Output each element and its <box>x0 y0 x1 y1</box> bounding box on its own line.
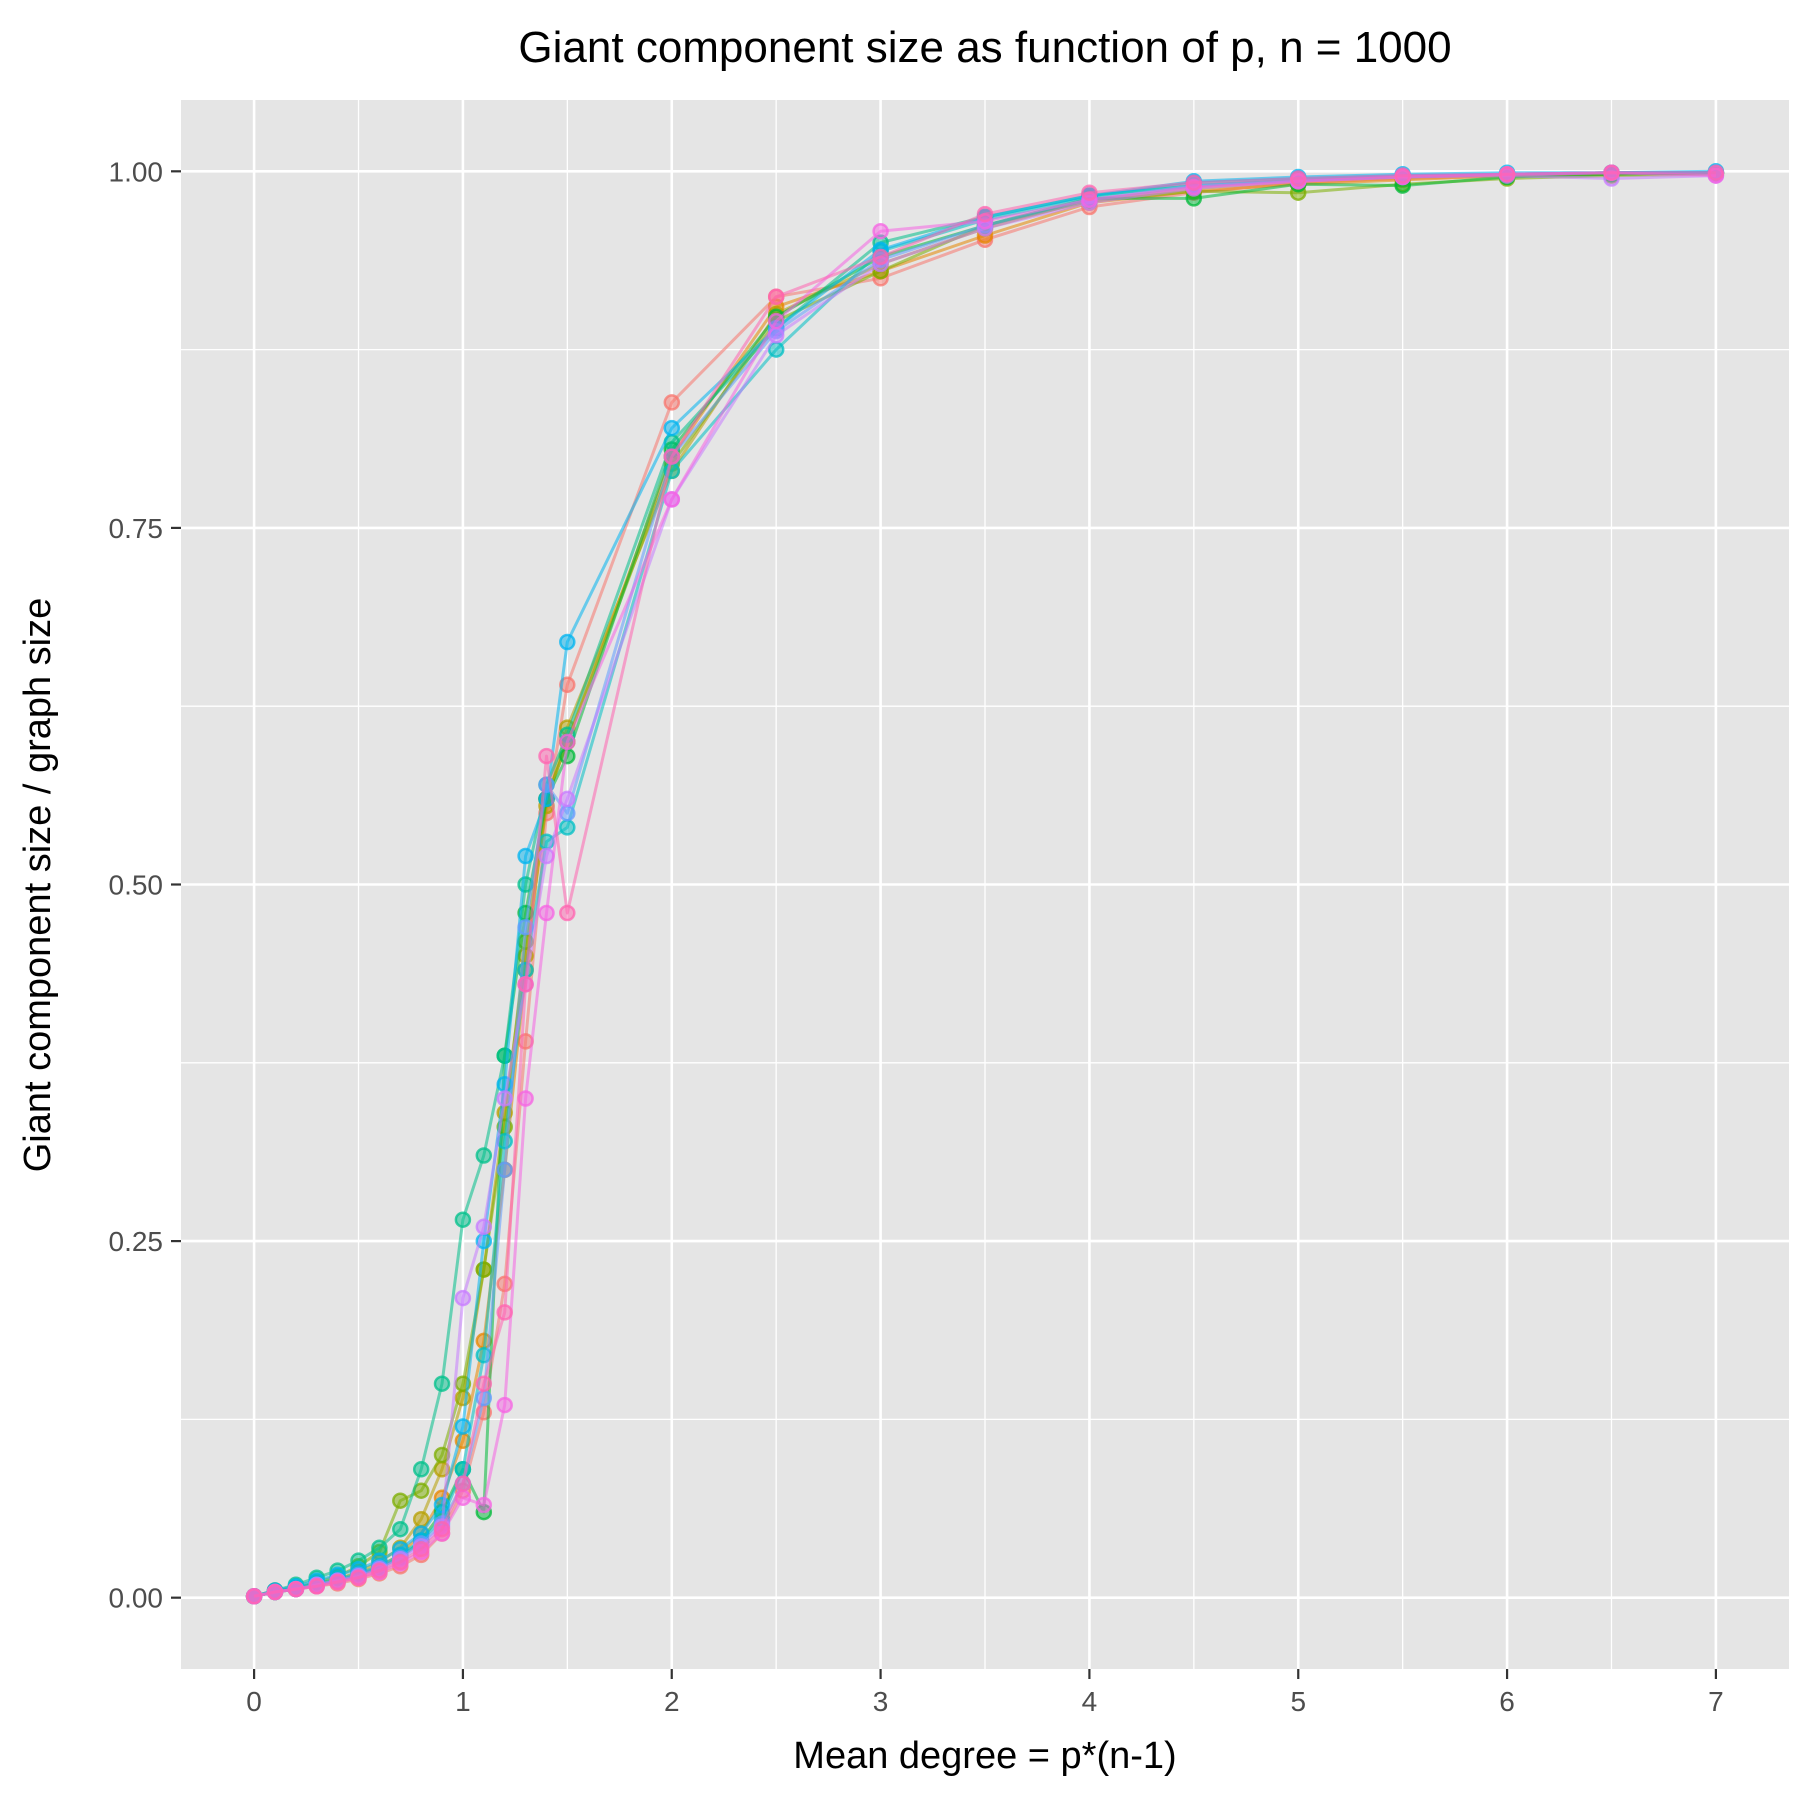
x-tick-label: 0 <box>246 1686 262 1717</box>
x-tick-label: 5 <box>1290 1686 1306 1717</box>
data-point <box>663 394 681 411</box>
data-point <box>496 1047 513 1064</box>
data-point <box>517 1090 534 1107</box>
data-point <box>517 847 534 865</box>
y-tick-label: 1.00 <box>109 156 164 187</box>
data-point <box>559 904 576 922</box>
data-point <box>392 1520 409 1538</box>
data-point <box>1081 184 1098 201</box>
data-point <box>663 419 681 437</box>
data-point <box>1498 165 1516 183</box>
data-point <box>287 1580 305 1598</box>
x-tick-label: 6 <box>1499 1686 1515 1717</box>
data-point <box>475 1375 493 1392</box>
data-point <box>1289 170 1307 187</box>
data-point <box>392 1553 409 1571</box>
data-point <box>976 205 994 223</box>
data-point <box>392 1492 409 1509</box>
x-axis: 0 1 2 3 4 5 6 7 <box>246 1669 1724 1717</box>
x-tick-label: 4 <box>1082 1686 1098 1717</box>
data-point <box>475 1496 493 1514</box>
data-point <box>767 312 785 330</box>
data-point <box>559 733 576 751</box>
data-point <box>475 1218 493 1236</box>
data-point <box>329 1573 346 1591</box>
data-point <box>872 248 889 266</box>
data-point <box>1185 174 1203 191</box>
x-tick-label: 2 <box>664 1686 680 1717</box>
x-tick-label: 7 <box>1708 1686 1724 1717</box>
data-point <box>371 1562 388 1579</box>
data-point <box>245 1588 263 1605</box>
data-point <box>433 1375 451 1392</box>
y-tick-label: 0.50 <box>109 870 164 901</box>
y-tick-label: 0.75 <box>109 513 164 544</box>
data-point <box>433 1496 451 1514</box>
data-point <box>433 1520 451 1538</box>
data-point <box>517 976 534 993</box>
data-point <box>1394 167 1411 184</box>
series-layer <box>245 163 1725 1605</box>
data-point <box>308 1578 325 1595</box>
data-point <box>496 1304 513 1321</box>
x-tick-label: 3 <box>873 1686 889 1717</box>
data-point <box>663 491 681 508</box>
data-point <box>412 1510 430 1528</box>
data-point <box>538 747 555 765</box>
data-point <box>454 1418 472 1435</box>
x-tick-label: 1 <box>455 1686 471 1717</box>
data-point <box>350 1569 367 1586</box>
data-point <box>872 222 889 240</box>
data-point <box>663 448 681 465</box>
y-axis-title: Giant component size / graph size <box>17 598 59 1173</box>
data-point <box>767 288 785 306</box>
data-point <box>496 1275 513 1293</box>
data-point <box>1603 164 1620 181</box>
y-tick-label: 0.25 <box>109 1226 164 1257</box>
data-point <box>412 1461 430 1478</box>
data-point <box>496 1396 513 1414</box>
data-point <box>412 1540 430 1558</box>
data-point <box>496 1161 513 1179</box>
data-point <box>538 904 555 922</box>
grid <box>181 100 1789 1669</box>
data-point <box>454 1289 472 1307</box>
data-point <box>454 1475 472 1492</box>
x-axis-title: Mean degree = p*(n-1) <box>793 1735 1176 1777</box>
data-point <box>454 1211 472 1228</box>
data-point <box>475 1147 493 1164</box>
y-axis: 0.00 0.25 0.50 0.75 1.00 <box>109 156 181 1614</box>
data-point <box>1707 164 1725 181</box>
chart-title: Giant component size as function of p, n… <box>518 23 1451 72</box>
data-point <box>559 633 576 651</box>
data-point <box>266 1583 284 1601</box>
y-tick-label: 0.00 <box>109 1583 164 1614</box>
series-12 <box>245 164 1725 1605</box>
data-point <box>496 1090 513 1107</box>
data-point <box>559 819 576 836</box>
